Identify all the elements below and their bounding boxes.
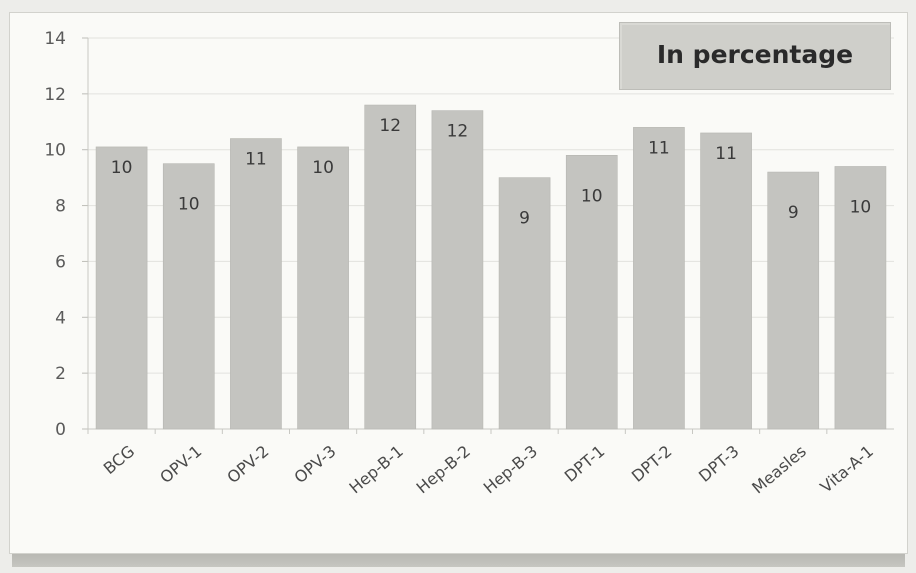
- y-tick-label: 12: [44, 85, 66, 105]
- data-label: 10: [850, 197, 872, 217]
- x-tick-label: Hep-B-2: [413, 442, 474, 498]
- x-tick-label: DPT-2: [628, 442, 676, 486]
- bar-opv-2: [230, 138, 282, 430]
- axes: [82, 37, 894, 434]
- x-tick-label: Measles: [748, 442, 810, 498]
- data-label: 11: [715, 144, 737, 164]
- data-label: 9: [519, 209, 530, 229]
- y-tick-label: 14: [44, 29, 66, 49]
- data-label: 11: [648, 138, 670, 158]
- bar-measles: [767, 171, 820, 430]
- y-tick-label: 10: [44, 141, 66, 161]
- data-label: 9: [788, 203, 799, 223]
- x-tick-label: Hep-B-3: [480, 442, 541, 498]
- data-label: 10: [312, 158, 334, 178]
- bar-bcg: [95, 146, 148, 430]
- x-tick-label: DPT-1: [561, 442, 609, 486]
- legend-box: In percentage: [619, 22, 891, 90]
- y-tick-label: 6: [55, 252, 66, 272]
- y-tick-label: 8: [55, 197, 66, 217]
- data-label: 10: [111, 158, 133, 178]
- x-tick-label: OPV-1: [156, 442, 205, 488]
- bar-dpt-1: [565, 155, 618, 430]
- data-label: 11: [245, 150, 267, 170]
- bars: [95, 104, 887, 430]
- bar-opv-3: [297, 146, 349, 430]
- data-label: 10: [178, 195, 200, 215]
- bar-vita-a-1: [834, 166, 887, 430]
- data-label: 10: [581, 186, 603, 206]
- frame-shadow: [12, 553, 905, 567]
- data-label: 12: [447, 122, 469, 142]
- bar-hep-b-1: [364, 104, 417, 430]
- data-label: 12: [379, 116, 401, 136]
- data-labels: 10 10 11 10 12 12 9 10 11 11 9 10: [111, 116, 871, 229]
- y-tick-label: 4: [55, 308, 66, 328]
- x-tick-label: Vita-A-1: [816, 442, 877, 497]
- y-axis-ticks: 0 2 4 6 8 10 12 14: [44, 29, 66, 440]
- x-axis-ticks: BCG OPV-1 OPV-2 OPV-3 Hep-B-1 Hep-B-2 Hep-B-3 D…: [100, 442, 877, 498]
- bar-hep-b-3: [498, 177, 551, 430]
- bar-opv-1: [162, 163, 215, 430]
- bar-dpt-2: [633, 127, 685, 430]
- y-tick-label: 2: [55, 364, 66, 384]
- x-tick-label: DPT-3: [695, 442, 743, 486]
- x-tick-label: BCG: [100, 442, 138, 479]
- bar-dpt-3: [700, 132, 752, 430]
- x-tick-label: OPV-3: [291, 442, 340, 488]
- legend-label: In percentage: [656, 40, 854, 69]
- x-tick-label: Hep-B-1: [345, 442, 406, 498]
- y-tick-label: 0: [55, 420, 66, 440]
- bar-hep-b-2: [431, 110, 484, 430]
- x-tick-label: OPV-2: [223, 442, 272, 488]
